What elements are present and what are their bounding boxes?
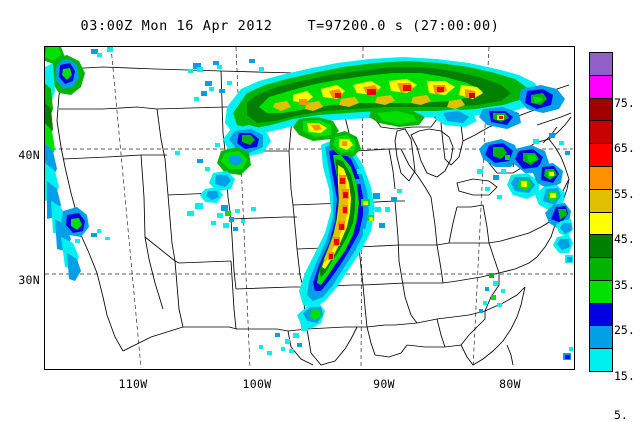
colorbar-band-20-25 [590, 280, 612, 304]
map-canvas [45, 47, 573, 368]
colorbar-band-10-15 [590, 326, 612, 350]
colorbar-band-5-10 [590, 349, 612, 371]
echo-north-pacific-corner [45, 47, 113, 65]
map-plot-area[interactable] [44, 46, 575, 370]
colorbar-band-45-50 [590, 166, 612, 190]
echo-southeast-corner [563, 347, 573, 360]
colorbar-band-15-20 [590, 303, 612, 327]
colorbar-band-40-45 [590, 189, 612, 213]
colorbar-band-55-60 [590, 121, 612, 145]
echo-upper-mississippi [187, 117, 339, 216]
echo-southeast-isolated [479, 273, 505, 313]
colorbar-tick-45: 45. [614, 232, 635, 246]
plot-title: 03:00Z Mon 16 Apr 2012 T=97200.0 s (27:0… [80, 18, 500, 34]
echo-pacific-northwest [45, 55, 110, 281]
colorbar-tick-55: 55. [614, 187, 635, 201]
colorbar-tick-5: 5. [614, 408, 628, 422]
echo-texas-sparse [259, 333, 280, 355]
colorbar-tick-25: 25. [614, 323, 635, 337]
echo-northeast [477, 133, 573, 263]
x-axis-label-80w: 80W [499, 377, 521, 391]
x-axis-label-90w: 90W [373, 377, 395, 391]
colorbar-band-50-55 [590, 144, 612, 167]
colorbar-band-60-65 [590, 98, 612, 122]
y-axis-label-30n: 30N [18, 273, 40, 287]
colorbar-tick-75: 75. [614, 96, 635, 110]
colorbar-band-65-70 [590, 75, 612, 99]
x-axis-label-110w: 110W [118, 377, 148, 391]
colorbar-tick-65: 65. [614, 141, 635, 155]
echo-southern-rockies [211, 205, 256, 231]
echo-upper-midwest-shield [225, 57, 565, 135]
reflectivity-colorbar[interactable] [589, 52, 613, 372]
y-axis-label-40n: 40N [18, 148, 40, 162]
echo-squall-line [281, 131, 375, 353]
radar-plot-page: 03:00Z Mon 16 Apr 2012 T=97200.0 s (27:0… [18, 18, 640, 422]
colorbar-tick-35: 35. [614, 278, 635, 292]
colorbar-band-35-40 [590, 212, 612, 236]
x-axis-label-100w: 100W [242, 377, 272, 391]
graticule [45, 47, 573, 368]
echo-midwest-scattered [355, 169, 402, 234]
colorbar-band-70-75 [590, 53, 612, 76]
colorbar-tick-15: 15. [614, 369, 635, 383]
colorbar-band-30-35 [590, 235, 612, 259]
colorbar-band-25-30 [590, 258, 612, 281]
colorbar-tick-labels: 75. 65. 55. 45. 35. 25. 15. 5. [614, 46, 640, 422]
